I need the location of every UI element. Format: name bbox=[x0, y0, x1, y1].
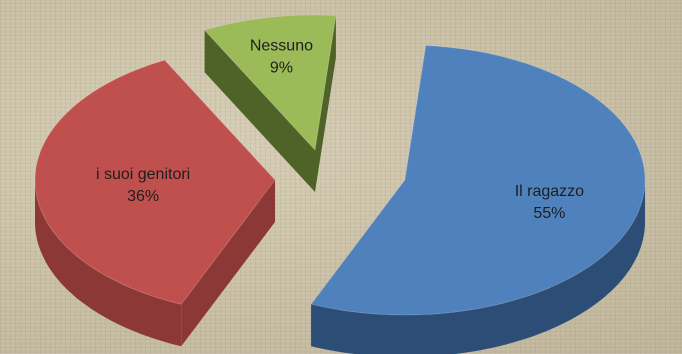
pie-slice-nessuno bbox=[203, 14, 337, 192]
slice-top bbox=[34, 59, 276, 305]
slice-rim bbox=[35, 180, 182, 347]
slice-wall bbox=[204, 30, 315, 192]
slice-top bbox=[310, 44, 646, 316]
slice-rim bbox=[311, 181, 645, 354]
pie-slices bbox=[34, 14, 646, 354]
slice-wall bbox=[315, 15, 336, 192]
slice-category-label: Il ragazzo bbox=[515, 183, 584, 200]
slice-wall bbox=[181, 180, 275, 347]
slice-value-label: 36% bbox=[127, 188, 159, 205]
pie-slice-il-ragazzo bbox=[310, 44, 646, 354]
slice-value-label: 55% bbox=[533, 205, 565, 222]
slice-labels: Il ragazzo 55% i suoi genitori 36% Nessuno 9% bbox=[96, 38, 584, 223]
slice-value-label: 9% bbox=[270, 60, 293, 77]
slice-category-label: i suoi genitori bbox=[96, 166, 190, 183]
pie-slice-i-suoi-genitori bbox=[34, 59, 276, 347]
slice-top bbox=[203, 14, 337, 152]
slice-category-label: Nessuno bbox=[250, 38, 313, 55]
